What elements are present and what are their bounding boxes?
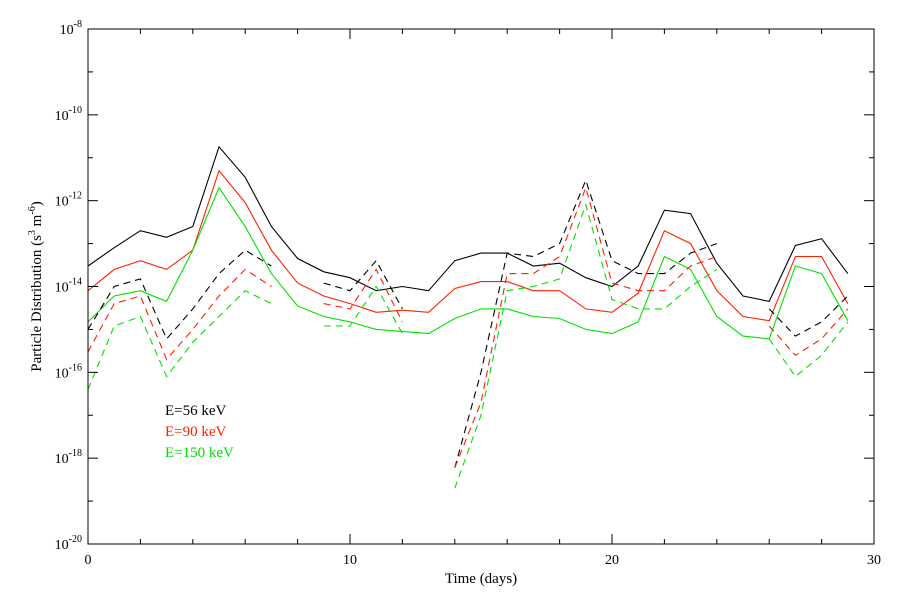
x-tick-label: 0 (85, 553, 92, 568)
y-tick-exponent: -10 (69, 105, 82, 116)
ticks-layer (87, 28, 875, 545)
y-tick-base: 10 (55, 109, 69, 124)
y-axis-label-sup-1: 3 (27, 230, 38, 235)
y-axis-label-mid: m (29, 214, 45, 230)
y-tick-label: 10-14 (55, 277, 82, 296)
legend: E=56 keV E=90 keV E=150 keV (165, 403, 234, 461)
series-layer (87, 145, 849, 489)
y-tick-label: 10-8 (60, 19, 82, 38)
legend-entry-56kev: E=56 keV (165, 403, 227, 419)
series-line-3-dashed-seg-0 (87, 249, 272, 340)
x-tick-label: 10 (343, 553, 357, 568)
series-line-4-dashed-seg-3 (768, 308, 849, 357)
series-line-3-dashed-seg-1 (323, 259, 403, 310)
series-line-4-dashed-seg-2 (454, 185, 717, 468)
series-line-1-solid (87, 169, 849, 322)
y-tick-base: 10 (55, 281, 69, 296)
plot-frame (87, 28, 875, 545)
y-tick-exponent: -14 (69, 277, 82, 288)
series-line-0-solid (87, 145, 849, 303)
y-tick-base: 10 (55, 195, 69, 210)
series-line-4-dashed-seg-1 (323, 268, 403, 323)
y-tick-base: 10 (55, 366, 69, 381)
y-tick-exponent: -20 (69, 534, 82, 545)
y-tick-base: 10 (60, 23, 74, 38)
series-line-4-dashed-seg-0 (87, 268, 272, 361)
y-axis-label-sup-2: -6 (27, 206, 38, 214)
y-tick-exponent: -8 (74, 19, 82, 30)
y-tick-label: 10-18 (55, 448, 82, 467)
x-axis-label: Time (days) (445, 571, 517, 587)
legend-entry-90kev: E=90 keV (165, 424, 227, 440)
y-tick-exponent: -12 (69, 191, 82, 202)
y-tick-base: 10 (55, 452, 69, 467)
y-axis-label: Particle Distribution (s3 m-6) (27, 201, 45, 371)
y-axis-label-suffix: ) (29, 201, 45, 206)
series-line-3-dashed-seg-2 (454, 178, 717, 468)
series-line-3-dashed-seg-3 (768, 295, 849, 337)
series-line-5-dashed-seg-1 (323, 285, 403, 334)
y-tick-exponent: -18 (69, 448, 82, 459)
series-line-5-dashed-seg-2 (454, 202, 718, 489)
series-line-2-solid (87, 186, 849, 340)
y-tick-base: 10 (55, 538, 69, 553)
y-tick-exponent: -16 (69, 362, 82, 373)
series-line-5-dashed-seg-0 (87, 290, 272, 390)
y-tick-label: 10-10 (55, 105, 82, 124)
y-tick-label: 10-12 (55, 191, 82, 210)
y-tick-label: 10-16 (55, 362, 82, 381)
x-tick-label: 30 (867, 553, 881, 568)
y-axis-label-prefix: Particle Distribution (s (29, 235, 45, 372)
legend-entry-150kev: E=150 keV (165, 445, 234, 461)
labels-layer: 0 10 20 3010-2010-1810-1610-1410-1210-1010-… (55, 19, 881, 568)
series-line-5-dashed-seg-3 (768, 321, 849, 378)
x-tick-label: 20 (605, 553, 619, 568)
y-tick-label: 10-20 (55, 534, 82, 553)
